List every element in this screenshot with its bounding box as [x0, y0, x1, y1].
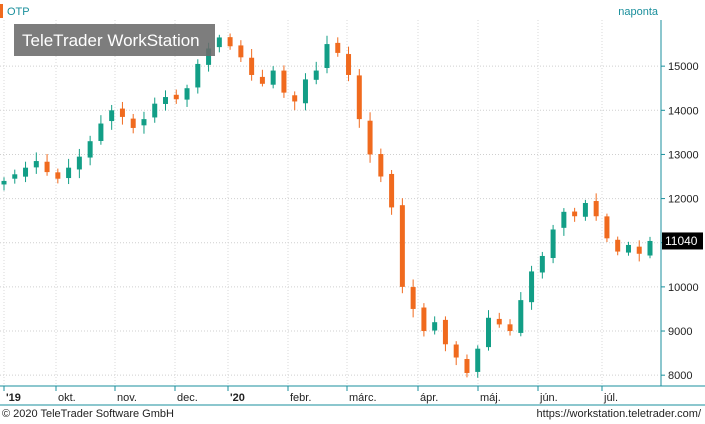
candle [12, 169, 18, 184]
x-tick-label: febr. [290, 392, 311, 404]
candle [593, 193, 599, 221]
candle [518, 292, 524, 337]
candle [184, 84, 190, 107]
symbol-marker [0, 4, 3, 18]
candlestick-series [1, 33, 653, 378]
x-tick-label: ápr. [420, 392, 438, 404]
y-tick-label: 15000 [668, 61, 699, 73]
candle [66, 158, 72, 185]
candle [432, 316, 438, 335]
y-tick-label: 9000 [668, 326, 692, 338]
x-tick-label: '19 [6, 392, 21, 404]
candle [636, 240, 642, 262]
candle [539, 251, 545, 279]
x-axis-ticks: '19 okt. nov. dec. '20 febr. márc. ápr. máj. jún.… [3, 386, 618, 404]
y-tick-label: 10000 [668, 282, 699, 294]
candle [55, 168, 61, 184]
last-value-label: 11040 [665, 234, 698, 248]
symbol-label: OTP [7, 6, 30, 18]
candle [44, 154, 50, 176]
candle [173, 89, 179, 104]
candle [442, 316, 448, 352]
candle [281, 65, 287, 98]
y-tick-label: 13000 [668, 149, 699, 161]
candle [1, 177, 7, 191]
candle [507, 319, 513, 336]
candle [163, 90, 168, 111]
x-tick-label: jún. [539, 392, 558, 404]
candle [313, 61, 319, 85]
last-value-bg [662, 232, 703, 250]
candle [561, 208, 567, 236]
candle [367, 112, 373, 163]
candle [249, 49, 255, 81]
candle [475, 345, 481, 378]
x-tick-label: márc. [349, 392, 377, 404]
candle [292, 91, 298, 111]
candle [486, 310, 491, 351]
candle [604, 213, 610, 243]
candle [464, 354, 470, 378]
candle [119, 101, 125, 125]
candle [76, 148, 82, 179]
candle [87, 135, 93, 166]
candle [23, 161, 29, 183]
candle [259, 69, 265, 87]
candle [421, 303, 427, 337]
candle [389, 169, 395, 215]
gridlines [0, 20, 660, 386]
candle [582, 199, 588, 221]
candle [152, 97, 158, 123]
candle [647, 236, 653, 259]
y-tick-label: 14000 [668, 105, 699, 117]
watermark-bg [14, 24, 215, 56]
y-tick-label: 8000 [668, 370, 692, 382]
footer-copyright: © 2020 TeleTrader Software GmbH [2, 408, 174, 420]
candle [324, 35, 330, 74]
candle [130, 113, 136, 134]
candle [109, 104, 115, 130]
candle [238, 40, 244, 63]
candle [529, 265, 535, 310]
candle [33, 152, 39, 174]
x-tick-label: okt. [58, 392, 76, 404]
x-tick-label: '20 [230, 392, 245, 404]
candle [550, 224, 556, 264]
candle [572, 207, 578, 222]
candle [335, 37, 341, 57]
y-tick-label: 12000 [668, 194, 699, 206]
interval-label: naponta [618, 6, 659, 18]
candle [216, 34, 222, 53]
candle [615, 236, 621, 256]
footer-url[interactable]: https://workstation.teletrader.com/ [536, 408, 701, 420]
candle [625, 241, 631, 256]
candle [302, 73, 308, 111]
candle [410, 279, 416, 318]
candle [346, 46, 352, 82]
candle [98, 115, 104, 145]
x-tick-label: dec. [177, 392, 198, 404]
candle [270, 66, 276, 89]
candle [399, 198, 405, 294]
x-tick-label: máj. [480, 392, 501, 404]
candle [453, 341, 459, 366]
x-tick-label: nov. [117, 392, 137, 404]
candle [356, 69, 362, 128]
candle [496, 312, 502, 328]
candle [378, 148, 384, 183]
candle [195, 59, 201, 94]
candle [141, 111, 147, 134]
y-axis-ticks: 80009000100001100012000130001400015000 [661, 61, 699, 382]
watermark-text: TeleTrader WorkStation [22, 31, 200, 50]
candle [227, 33, 233, 50]
x-tick-label: júl. [603, 392, 618, 404]
